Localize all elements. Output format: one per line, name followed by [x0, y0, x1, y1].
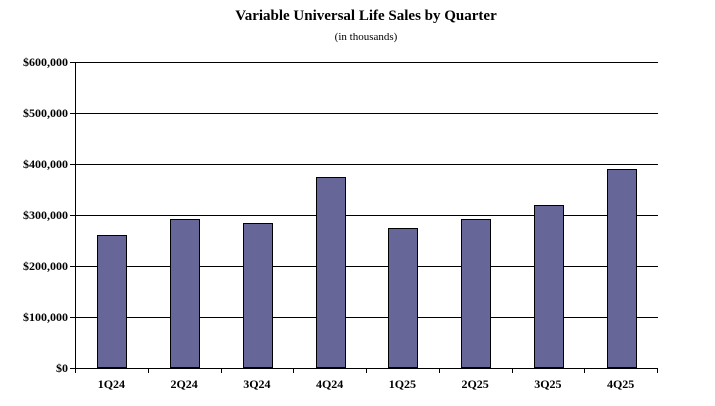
x-axis-label: 4Q24: [315, 377, 344, 391]
bar-2Q24: [170, 219, 201, 368]
bar-3Q25: [533, 205, 564, 368]
x-axis-tick: [75, 369, 76, 373]
x-axis-tick: [366, 369, 367, 373]
y-axis-tick: [70, 215, 75, 216]
gridline: [76, 215, 658, 216]
y-axis-tick: [70, 164, 75, 165]
y-axis-label: $0: [56, 361, 68, 375]
y-axis-label: $200,000: [23, 259, 68, 273]
y-axis-label: $500,000: [23, 106, 68, 120]
y-axis-tick: [70, 113, 75, 114]
bar-2Q25: [461, 219, 492, 368]
bar-4Q24: [315, 177, 346, 368]
bar-1Q24: [97, 235, 128, 368]
x-axis-tick: [584, 369, 586, 373]
y-axis-tick: [70, 62, 75, 63]
x-axis-tick: [220, 369, 222, 373]
x-axis-label: 3Q25: [534, 377, 562, 391]
x-axis-label: 1Q24: [97, 377, 126, 391]
x-axis-tick: [511, 369, 513, 373]
y-axis-tick: [70, 266, 75, 267]
y-axis-label: $600,000: [23, 55, 68, 69]
gridline: [76, 113, 658, 114]
chart-title: Variable Universal Life Sales by Quarter: [235, 8, 497, 24]
y-axis-tick: [70, 317, 75, 318]
gridline: [76, 266, 658, 267]
x-axis-label: 1Q25: [388, 377, 417, 391]
y-axis-tick: [70, 368, 75, 369]
x-axis-tick: [147, 369, 149, 373]
x-axis-label: 3Q24: [243, 377, 271, 391]
x-axis-tick: [293, 369, 295, 373]
y-axis-label: $400,000: [23, 157, 68, 171]
x-axis-label: 4Q25: [606, 377, 635, 391]
bar-1Q25: [388, 228, 419, 368]
x-axis-label: 2Q24: [170, 377, 198, 391]
bar-4Q25: [606, 169, 637, 368]
y-axis-label: $300,000: [23, 208, 68, 222]
bar-3Q24: [242, 223, 273, 368]
gridline: [76, 164, 658, 165]
gridline: [76, 317, 658, 318]
plot-area: [75, 62, 658, 369]
y-axis-label: $100,000: [23, 310, 68, 324]
gridline: [76, 62, 658, 63]
x-axis-label: 2Q25: [461, 377, 489, 391]
x-axis-tick: [438, 369, 440, 373]
x-axis-tick: [657, 369, 658, 373]
chart-subtitle: (in thousands): [334, 31, 398, 43]
